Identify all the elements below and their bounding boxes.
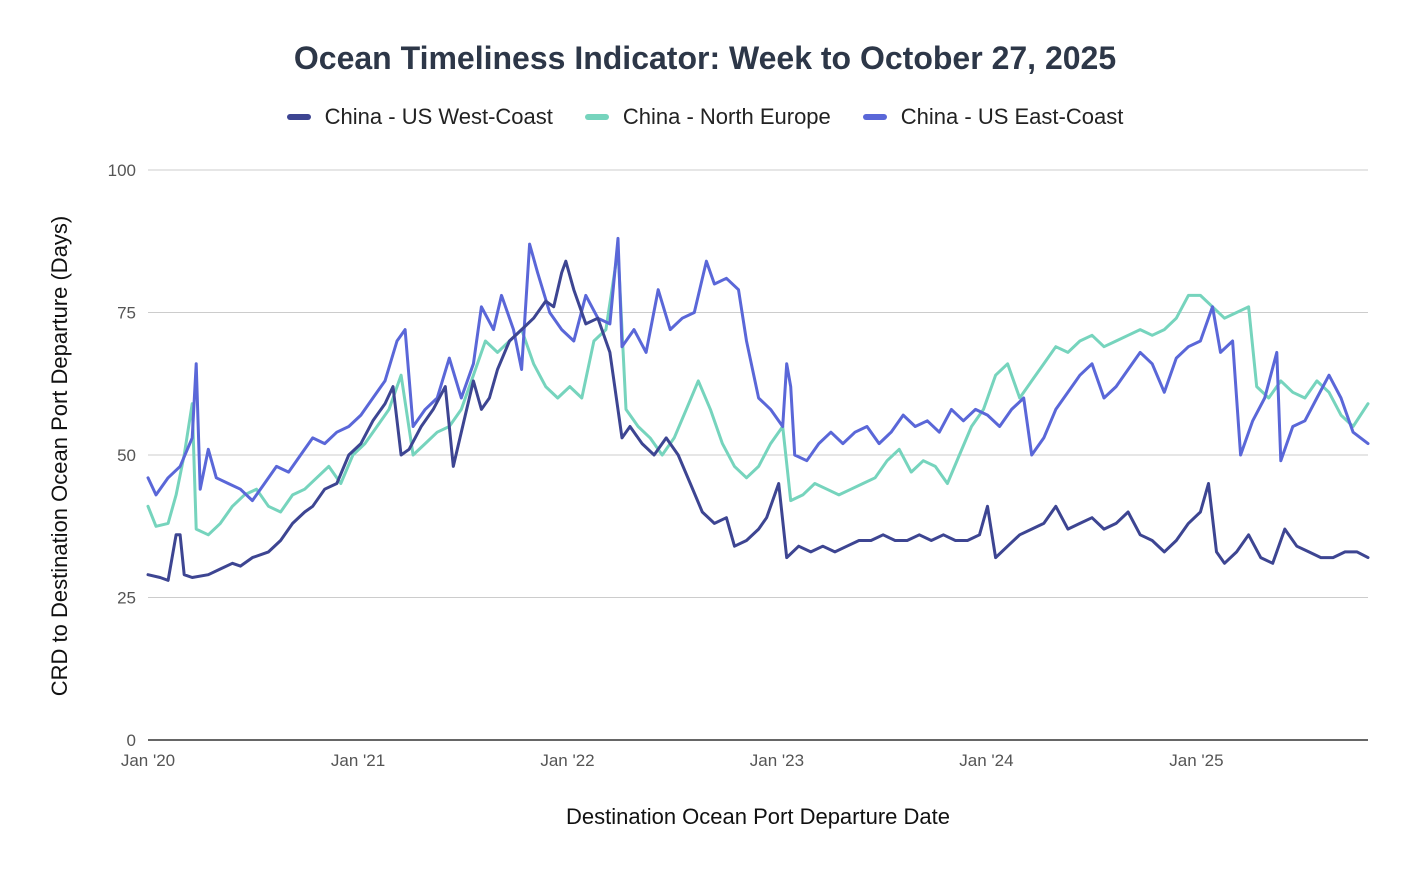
y-tick-label: 50: [117, 446, 136, 465]
series-line-east-coast: [146, 236, 1370, 503]
legend-label-east-coast: China - US East-Coast: [900, 104, 1124, 129]
legend-label-north-europe: China - North Europe: [622, 104, 831, 129]
x-axis-label: Destination Ocean Port Departure Date: [566, 804, 950, 829]
legend-item-west-coast: China - US West-Coast: [286, 104, 553, 130]
x-tick-label: Jan '24: [959, 751, 1013, 770]
y-axis-label: CRD to Destination Ocean Port Departure …: [47, 215, 72, 697]
series-line-west-coast: [146, 259, 1370, 582]
y-tick-label: 100: [108, 161, 136, 180]
legend-swatch-north-europe: [584, 114, 609, 120]
legend-item-north-europe: China - North Europe: [584, 104, 831, 130]
chart-title: Ocean Timeliness Indicator: Week to Octo…: [293, 40, 1117, 76]
x-tick-label: Jan '21: [331, 751, 385, 770]
legend-swatch-east-coast: [862, 114, 887, 120]
series-layer: [146, 236, 1370, 582]
y-tick-label: 75: [117, 304, 136, 323]
tick-layer: 0 25 50 75 100 Jan '20 Jan '21 Jan '22 Jan '23 Ja…: [108, 161, 1224, 770]
y-tick-label: 0: [127, 731, 136, 750]
series-line-north-europe: [146, 248, 1370, 537]
x-tick-label: Jan '23: [750, 751, 804, 770]
legend-item-east-coast: China - US East-Coast: [862, 104, 1124, 130]
x-tick-label: Jan '22: [540, 751, 594, 770]
grid-layer: [148, 169, 1368, 741]
legend-swatch-west-coast: [286, 114, 311, 120]
legend-label-west-coast: China - US West-Coast: [324, 104, 553, 129]
y-tick-label: 25: [117, 589, 136, 608]
x-tick-label: Jan '25: [1169, 751, 1223, 770]
legend: China - US West-Coast China - North Euro…: [0, 104, 1410, 130]
x-tick-label: Jan '20: [121, 751, 175, 770]
